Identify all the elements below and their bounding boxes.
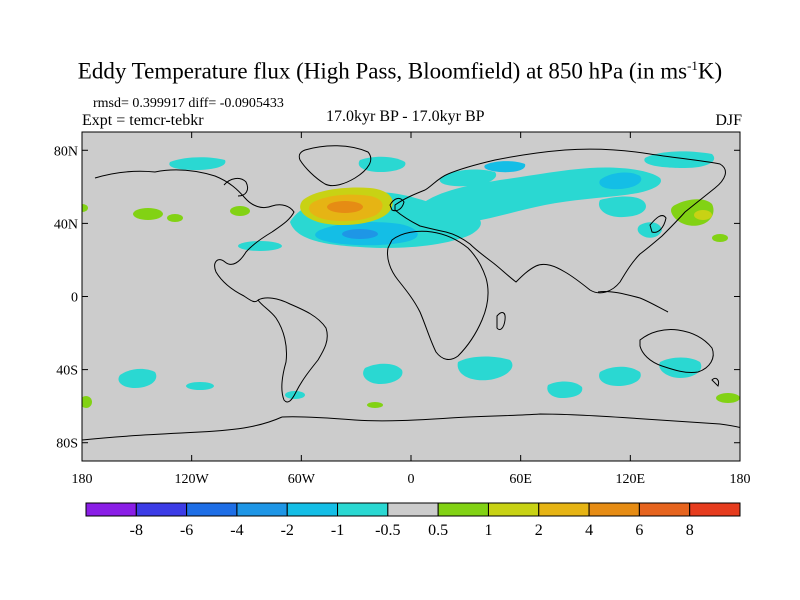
coastlines xyxy=(82,145,740,441)
na-anomaly-neg-core xyxy=(342,229,378,239)
colorbar-label: 4 xyxy=(585,522,593,539)
colorbar-swatch xyxy=(286,502,339,517)
x-tick-label: 60W xyxy=(288,472,316,487)
x-axis: 180 120W 60W 0 60E 120E 180 xyxy=(72,132,751,487)
plot-title: Eddy Temperature flux (High Pass, Bloomf… xyxy=(0,58,800,85)
edge-green-west xyxy=(82,204,88,212)
colorbar: -8 -6 -4 -2 -1 -0.5 0.5 1 2 4 6 8 xyxy=(85,502,741,539)
antarctica-coast xyxy=(281,413,740,429)
na-west-cyan xyxy=(238,241,282,251)
arctic-anomaly-west xyxy=(169,157,226,170)
africa-coast xyxy=(387,230,489,360)
south-pacific-anomaly-2 xyxy=(363,363,403,384)
colorbar-label: -6 xyxy=(180,522,193,539)
plot-title-main: Eddy Temperature flux (High Pass, Bloomf… xyxy=(77,58,688,84)
y-tick-label: 80N xyxy=(54,144,78,159)
new-zealand xyxy=(711,377,719,387)
colorbar-swatch xyxy=(588,502,640,517)
eurasia-anomaly-inner xyxy=(599,172,642,190)
japan-sea-anomaly xyxy=(637,222,662,238)
x-tick-label: 120E xyxy=(616,472,646,487)
colorbar-label: 1 xyxy=(484,522,492,539)
barents-anomaly xyxy=(484,161,526,173)
south-atlantic-anomaly xyxy=(457,356,513,381)
y-tick-label: 40S xyxy=(56,364,78,379)
central-asia-anomaly xyxy=(598,196,646,218)
na-anomaly-pos-core xyxy=(327,201,363,213)
colorbar-label: 0.5 xyxy=(428,522,448,539)
x-tick-label: 0 xyxy=(408,472,415,487)
y-tick-label: 40N xyxy=(54,217,78,232)
north-america-coast xyxy=(94,169,295,303)
madagascar xyxy=(496,312,506,331)
edge-green-south xyxy=(82,396,92,408)
season-label: DJF xyxy=(715,112,742,129)
hudson-bay xyxy=(223,177,249,197)
north-pacific-green-3 xyxy=(167,214,183,222)
colorbar-label: 6 xyxy=(635,522,643,539)
colorbar-swatch xyxy=(638,502,691,517)
colorbar-swatch xyxy=(236,502,288,517)
north-pacific-green-4 xyxy=(712,234,728,242)
south-atlantic-green xyxy=(367,402,383,408)
plot-title-superscript: -1 xyxy=(687,58,698,73)
colorbar-swatch xyxy=(337,502,389,517)
y-tick-label: 80S xyxy=(56,437,78,452)
colorbar-label: -4 xyxy=(230,522,243,539)
y-tick-label: 0 xyxy=(71,291,78,306)
x-tick-label: 60E xyxy=(509,472,532,487)
y-axis: 80N 40N 0 40S 80S xyxy=(54,144,740,452)
colorbar-label: 8 xyxy=(686,522,694,539)
indian-ocean-anomaly xyxy=(547,381,583,398)
x-tick-label: 120W xyxy=(175,472,210,487)
japan-coast xyxy=(649,215,667,233)
antarctica-coast-west xyxy=(82,416,283,441)
north-pacific-green-2 xyxy=(230,206,250,216)
x-tick-label: 180 xyxy=(730,472,751,487)
drake-anomaly xyxy=(285,391,305,399)
colorbar-swatch xyxy=(135,502,188,517)
south-america-coast xyxy=(257,297,328,403)
colorbar-label: 2 xyxy=(535,522,543,539)
plot-title-end: K) xyxy=(697,58,723,84)
north-pacific-green-1 xyxy=(133,208,163,220)
scandinavia-anomaly xyxy=(439,169,497,187)
colorbar-swatch xyxy=(85,502,137,517)
field-layer xyxy=(82,132,740,461)
british-isles xyxy=(389,197,405,212)
colorbar-label: -8 xyxy=(130,522,143,539)
southern-ocean-green xyxy=(716,393,740,403)
colorbar-swatch xyxy=(538,502,590,517)
indonesia-coast xyxy=(597,291,669,313)
greenland-coast xyxy=(298,145,372,187)
colorbar-swatch xyxy=(437,502,489,517)
nw-pacific-anomaly-core xyxy=(694,210,712,220)
colorbar-swatch xyxy=(186,502,238,517)
australia-coast xyxy=(639,329,714,373)
south-pacific-anomaly-1 xyxy=(118,368,157,388)
colorbar-swatch xyxy=(387,502,439,517)
colorbar-label: -1 xyxy=(331,522,344,539)
period-label: 17.0kyr BP - 17.0kyr BP xyxy=(326,108,485,125)
colorbar-swatch xyxy=(689,502,741,517)
south-pacific-anomaly-3 xyxy=(186,382,214,390)
experiment-label: Expt = temcr-tebkr xyxy=(82,112,204,129)
colorbar-label: -2 xyxy=(281,522,294,539)
south-indian-anomaly xyxy=(599,366,641,386)
x-tick-label: 180 xyxy=(72,472,93,487)
colorbar-label: -0.5 xyxy=(375,522,400,539)
eurasia-coast xyxy=(394,148,726,294)
rmsd-stats: rmsd= 0.399917 diff= -0.0905433 xyxy=(93,96,284,111)
colorbar-swatch xyxy=(487,502,540,517)
